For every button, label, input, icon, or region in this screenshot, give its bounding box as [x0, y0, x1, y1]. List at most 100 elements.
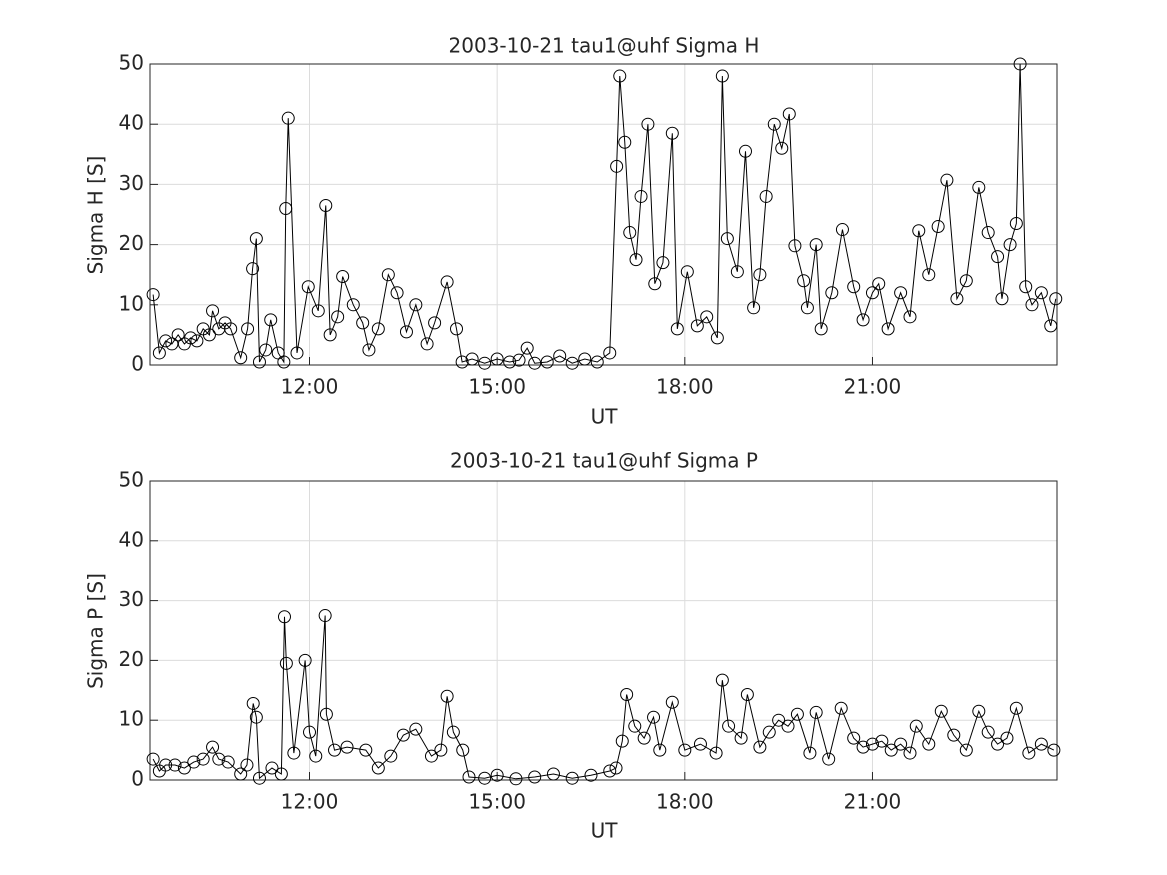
data-marker [249, 232, 263, 246]
data-marker [540, 355, 554, 369]
data-marker [384, 749, 398, 763]
data-marker [623, 226, 637, 240]
data-marker [715, 673, 729, 687]
data-marker [922, 268, 936, 282]
data-marker [670, 322, 684, 336]
data-marker [279, 656, 293, 670]
x-tick-label: 18:00 [656, 375, 714, 399]
data-marker [740, 687, 754, 701]
x-tick-label: 21:00 [844, 790, 902, 814]
data-marker [747, 301, 761, 315]
data-marker [767, 117, 781, 131]
data-marker [277, 355, 291, 369]
data-marker [1009, 217, 1023, 231]
data-marker [331, 310, 345, 324]
data-marker [903, 746, 917, 760]
data-marker [730, 265, 744, 279]
x-axis-label: UT [591, 819, 619, 843]
data-marker [409, 722, 423, 736]
data-marker [648, 277, 662, 291]
data-marker [206, 304, 220, 318]
data-marker [381, 268, 395, 282]
data-marker [762, 725, 776, 739]
data-marker [434, 743, 448, 757]
data-marker [922, 737, 936, 751]
data-marker [1025, 298, 1039, 312]
data-marker [241, 322, 255, 336]
data-marker [184, 331, 198, 345]
data-marker [590, 355, 604, 369]
data-marker [847, 280, 861, 294]
data-marker [641, 117, 655, 131]
data-marker [318, 609, 332, 623]
y-tick-label: 0 [131, 352, 144, 376]
data-marker [950, 292, 964, 306]
data-marker [834, 701, 848, 715]
data-marker [328, 743, 342, 757]
x-tick-label: 21:00 [844, 375, 902, 399]
data-marker [753, 740, 767, 754]
data-marker [165, 337, 179, 351]
data-marker [446, 725, 460, 739]
data-marker [656, 256, 670, 270]
data-marker [177, 761, 191, 775]
data-marker [788, 239, 802, 253]
data-marker [490, 352, 504, 366]
x-axis-label: UT [591, 405, 619, 429]
data-line [152, 615, 1055, 780]
data-marker [279, 201, 293, 215]
data-marker [240, 758, 254, 772]
data-marker [856, 313, 870, 327]
data-marker [753, 268, 767, 282]
data-marker [647, 710, 661, 724]
data-marker [628, 719, 642, 733]
data-marker [1034, 286, 1048, 300]
data-marker [264, 313, 278, 327]
data-marker [428, 316, 442, 330]
data-marker [456, 743, 470, 757]
data-marker [584, 768, 598, 782]
data-marker [781, 719, 795, 733]
x-tick-label: 15:00 [468, 790, 526, 814]
data-marker [565, 356, 579, 370]
data-marker [168, 758, 182, 772]
data-marker [800, 301, 814, 315]
data-marker [690, 319, 704, 333]
data-marker [865, 286, 879, 300]
data-marker [440, 689, 454, 703]
data-marker [931, 220, 945, 234]
data-marker [512, 353, 526, 367]
data-marker [700, 310, 714, 324]
data-marker [856, 740, 870, 754]
data-marker [872, 277, 886, 291]
data-marker [790, 707, 804, 721]
data-marker [311, 304, 325, 318]
data-marker [678, 743, 692, 757]
data-marker [613, 69, 627, 83]
data-marker [734, 731, 748, 745]
y-tick-label: 30 [119, 171, 144, 195]
data-marker [903, 310, 917, 324]
y-axis-label: Sigma H [S] [84, 156, 108, 275]
data-marker [503, 355, 517, 369]
data-marker [884, 743, 898, 757]
data-marker [146, 752, 160, 766]
data-marker [546, 767, 560, 781]
data-marker [319, 198, 333, 212]
data-marker [618, 135, 632, 149]
plot-frame [149, 63, 1058, 366]
data-marker [399, 325, 413, 339]
data-marker [281, 111, 295, 125]
y-tick-label: 30 [119, 587, 144, 611]
data-marker [1049, 292, 1063, 306]
data-marker [146, 288, 160, 302]
data-marker [246, 262, 260, 276]
data-marker [478, 771, 492, 785]
data-marker [1000, 731, 1014, 745]
data-marker [206, 740, 220, 754]
data-marker [665, 695, 679, 709]
plot-frame [149, 480, 1058, 781]
data-marker [1022, 746, 1036, 760]
data-marker [809, 705, 823, 719]
